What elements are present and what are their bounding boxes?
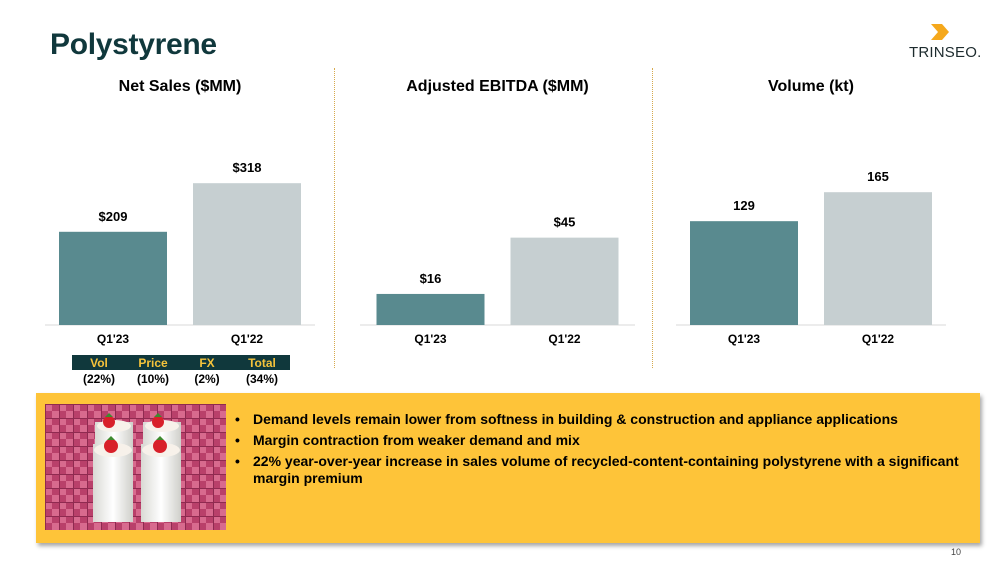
bridge-value-vol: (22%) (82, 372, 115, 386)
bridge-header-fx: FX (180, 355, 234, 370)
volume-chart: Volume (kt) 129 Q1'23 165 Q1'22 (676, 70, 946, 360)
bar-q122 (193, 183, 301, 325)
chart-divider (652, 68, 653, 368)
bridge-value-price: (10%) (136, 372, 169, 386)
net-sales-plot: $209 Q1'23 $318 Q1'22 (45, 160, 315, 346)
bridge-value-row: (22%) (10%) (2%) (34%) (72, 370, 290, 388)
chart-title: Net Sales ($MM) (118, 78, 242, 95)
logo-text: TRINSEO. (909, 44, 982, 61)
bridge-value-total: (34%) (245, 372, 278, 386)
data-label: 129 (733, 198, 755, 213)
bridge-header-vol: Vol (72, 355, 126, 370)
category-tick-label: Q1'23 (414, 332, 447, 346)
chart-divider (334, 68, 335, 368)
bridge-header-row: Vol Price FX Total (72, 355, 290, 370)
category-tick-label: Q1'23 (97, 332, 130, 346)
data-label: $318 (233, 160, 262, 175)
highlight-item: Demand levels remain lower from softness… (233, 411, 963, 428)
data-label: 165 (867, 169, 889, 184)
highlights-callout: Demand levels remain lower from softness… (36, 393, 980, 543)
bridge-value-fx: (2%) (194, 372, 220, 386)
bridge-header-price: Price (126, 355, 180, 370)
category-tick-label: Q1'22 (231, 332, 264, 346)
page-title: Polystyrene (50, 28, 217, 61)
data-label: $209 (99, 209, 128, 224)
category-tick-label: Q1'22 (548, 332, 581, 346)
chart-title: Volume (kt) (768, 78, 854, 95)
bar-q123 (376, 293, 485, 325)
adjusted-ebitda-plot: $16 Q1'23 $45 Q1'22 (360, 215, 635, 346)
trinseo-logo: TRINSEO. (905, 24, 981, 64)
volume-plot: 129 Q1'23 165 Q1'22 (676, 169, 946, 346)
logo-chevron-icon (931, 24, 949, 40)
bridge-header-total: Total (234, 355, 290, 370)
bar-q123 (690, 221, 798, 325)
bar-q122 (510, 237, 619, 325)
highlight-item: 22% year-over-year increase in sales vol… (233, 453, 963, 487)
category-tick-label: Q1'22 (862, 332, 895, 346)
bar-q122 (824, 192, 932, 325)
price-volume-bridge-table: Vol Price FX Total (22%) (10%) (2%) (34%… (72, 355, 290, 388)
highlight-item: Margin contraction from weaker demand an… (233, 432, 963, 449)
category-tick-label: Q1'23 (728, 332, 761, 346)
bar-q123 (59, 231, 167, 325)
data-label: $45 (554, 215, 576, 230)
highlights-list: Demand levels remain lower from softness… (233, 411, 963, 491)
yogurt-cups-photo (45, 404, 226, 530)
chart-title: Adjusted EBITDA ($MM) (406, 78, 589, 95)
adjusted-ebitda-chart: Adjusted EBITDA ($MM) $16 Q1'23 $45 Q1'22 (360, 70, 635, 360)
net-sales-chart: Net Sales ($MM) $209 Q1'23 $318 Q1'22 (45, 70, 315, 360)
data-label: $16 (420, 271, 442, 286)
page-number: 10 (951, 547, 962, 557)
